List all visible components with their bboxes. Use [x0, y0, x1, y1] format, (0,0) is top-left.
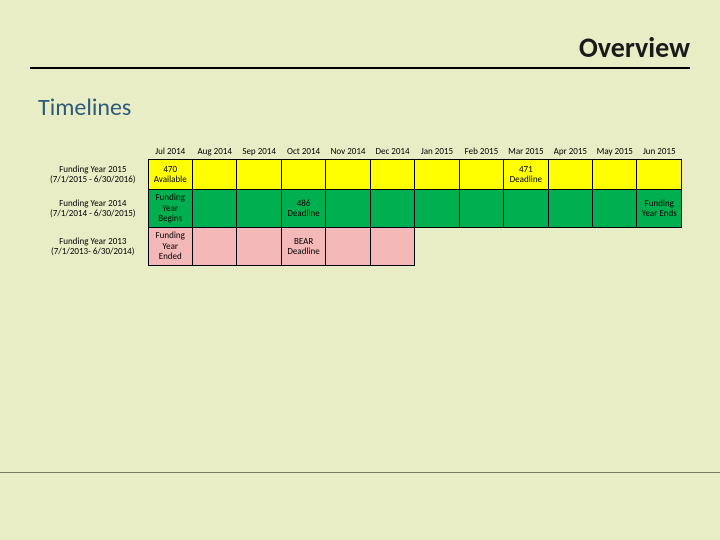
cell-text: Funding Year Ends — [642, 198, 677, 219]
timeline-cell: 486 Deadline — [281, 190, 325, 228]
timeline-cell — [370, 190, 414, 228]
timeline-cell: Funding Year Ends — [637, 190, 682, 228]
timeline-cell — [415, 190, 459, 228]
month-header: Oct 2014 — [281, 144, 325, 160]
timeline-row: Funding Year 2014(7/1/2014 - 6/30/2015)F… — [38, 190, 682, 228]
timeline-cell — [459, 160, 503, 190]
row-label: Funding Year 2015(7/1/2015 - 6/30/2016) — [38, 160, 148, 190]
cell-text: BEAR Deadline — [287, 236, 319, 257]
timeline-cell — [459, 190, 503, 228]
cell-text: Funding Year Begins — [156, 192, 185, 224]
month-header: Nov 2014 — [326, 144, 370, 160]
month-header: Jul 2014 — [148, 144, 192, 160]
timeline-cell — [370, 228, 414, 266]
timeline-chart: Jul 2014 Aug 2014 Sep 2014 Oct 2014 Nov … — [38, 144, 682, 266]
month-header: Dec 2014 — [370, 144, 414, 160]
timeline-cell — [637, 160, 682, 190]
row-label: Funding Year 2014(7/1/2014 - 6/30/2015) — [38, 190, 148, 228]
timeline-cell — [237, 228, 281, 266]
timeline-cell — [326, 228, 370, 266]
month-header: Jun 2015 — [637, 144, 682, 160]
timeline-cell: BEAR Deadline — [281, 228, 325, 266]
timeline-table: Jul 2014 Aug 2014 Sep 2014 Oct 2014 Nov … — [38, 144, 682, 266]
timeline-cell — [370, 160, 414, 190]
month-header: Apr 2015 — [548, 144, 592, 160]
cell-text: 486 Deadline — [287, 198, 319, 219]
timeline-cell — [192, 190, 236, 228]
timeline-cell — [637, 228, 682, 266]
timeline-cell — [548, 228, 592, 266]
cell-text: Funding Year Ended — [156, 230, 185, 262]
month-header: Sep 2014 — [237, 144, 281, 160]
month-header: Mar 2015 — [504, 144, 548, 160]
timeline-header-row: Jul 2014 Aug 2014 Sep 2014 Oct 2014 Nov … — [38, 144, 682, 160]
row-label-line2: (7/1/2013- 6/30/2014) — [40, 247, 146, 257]
timeline-cell — [237, 160, 281, 190]
cell-text: 471 Deadline — [510, 164, 542, 185]
timeline-cell — [192, 160, 236, 190]
timeline-cell — [593, 190, 637, 228]
row-label: Funding Year 2013(7/1/2013- 6/30/2014) — [38, 228, 148, 266]
cell-text: 470 Available — [154, 164, 187, 185]
timeline-cell — [415, 160, 459, 190]
month-header: May 2015 — [593, 144, 637, 160]
title-rule — [30, 67, 690, 69]
row-label-line2: (7/1/2015 - 6/30/2016) — [40, 175, 146, 185]
timeline-cell — [281, 160, 325, 190]
timeline-row: Funding Year 2013(7/1/2013- 6/30/2014)Fu… — [38, 228, 682, 266]
timeline-cell — [459, 228, 503, 266]
timeline-cell — [504, 190, 548, 228]
timeline-cell: Funding Year Begins — [148, 190, 192, 228]
timeline-cell — [415, 228, 459, 266]
timeline-cell: 470 Available — [148, 160, 192, 190]
footer-rule — [0, 472, 720, 473]
month-header: Feb 2015 — [459, 144, 503, 160]
timeline-cell — [192, 228, 236, 266]
timeline-cell — [237, 190, 281, 228]
timeline-row: Funding Year 2015(7/1/2015 - 6/30/2016) 4… — [38, 160, 682, 190]
timeline-cell — [548, 190, 592, 228]
month-header: Aug 2014 — [192, 144, 236, 160]
section-title: Timelines — [38, 93, 690, 122]
timeline-cell — [593, 228, 637, 266]
month-header: Jan 2015 — [415, 144, 459, 160]
page-title: Overview — [30, 30, 690, 67]
timeline-cell: 471 Deadline — [504, 160, 548, 190]
timeline-cell — [548, 160, 592, 190]
row-label-line2: (7/1/2014 - 6/30/2015) — [40, 209, 146, 219]
timeline-cell — [326, 160, 370, 190]
timeline-cell — [326, 190, 370, 228]
timeline-cell: Funding Year Ended — [148, 228, 192, 266]
timeline-cell — [593, 160, 637, 190]
timeline-cell — [504, 228, 548, 266]
